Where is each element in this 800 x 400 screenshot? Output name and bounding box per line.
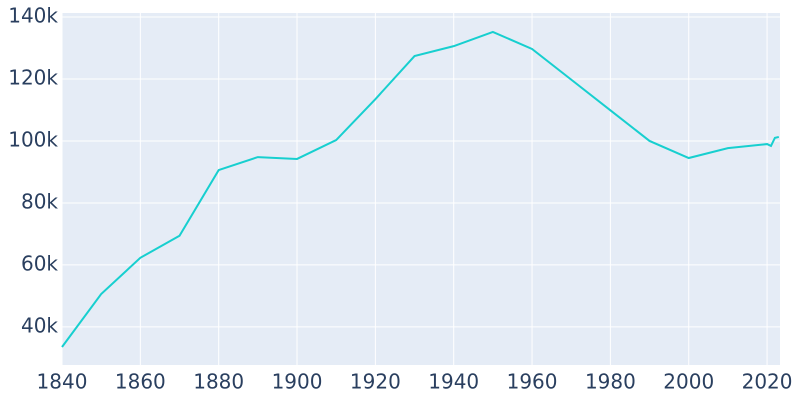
y-tick-label: 60k (21, 251, 58, 275)
x-tick-label: 1880 (193, 370, 244, 394)
x-tick-label: 1860 (115, 370, 166, 394)
x-tick-label: 2020 (742, 370, 793, 394)
plot-area (62, 13, 780, 365)
x-tick-label: 1840 (37, 370, 88, 394)
data-line (61, 30, 780, 348)
x-tick-label: 2000 (663, 370, 714, 394)
x-tick-label: 1960 (507, 370, 558, 394)
y-tick-label: 80k (21, 189, 58, 213)
y-tick-label: 140k (8, 4, 58, 28)
x-tick-label: 1920 (350, 370, 401, 394)
y-tick-label: 120k (8, 66, 58, 90)
x-tick-label: 1900 (272, 370, 323, 394)
x-tick-label: 1940 (428, 370, 479, 394)
x-tick-label: 1980 (585, 370, 636, 394)
y-tick-label: 100k (8, 127, 58, 151)
y-tick-label: 40k (21, 313, 58, 337)
